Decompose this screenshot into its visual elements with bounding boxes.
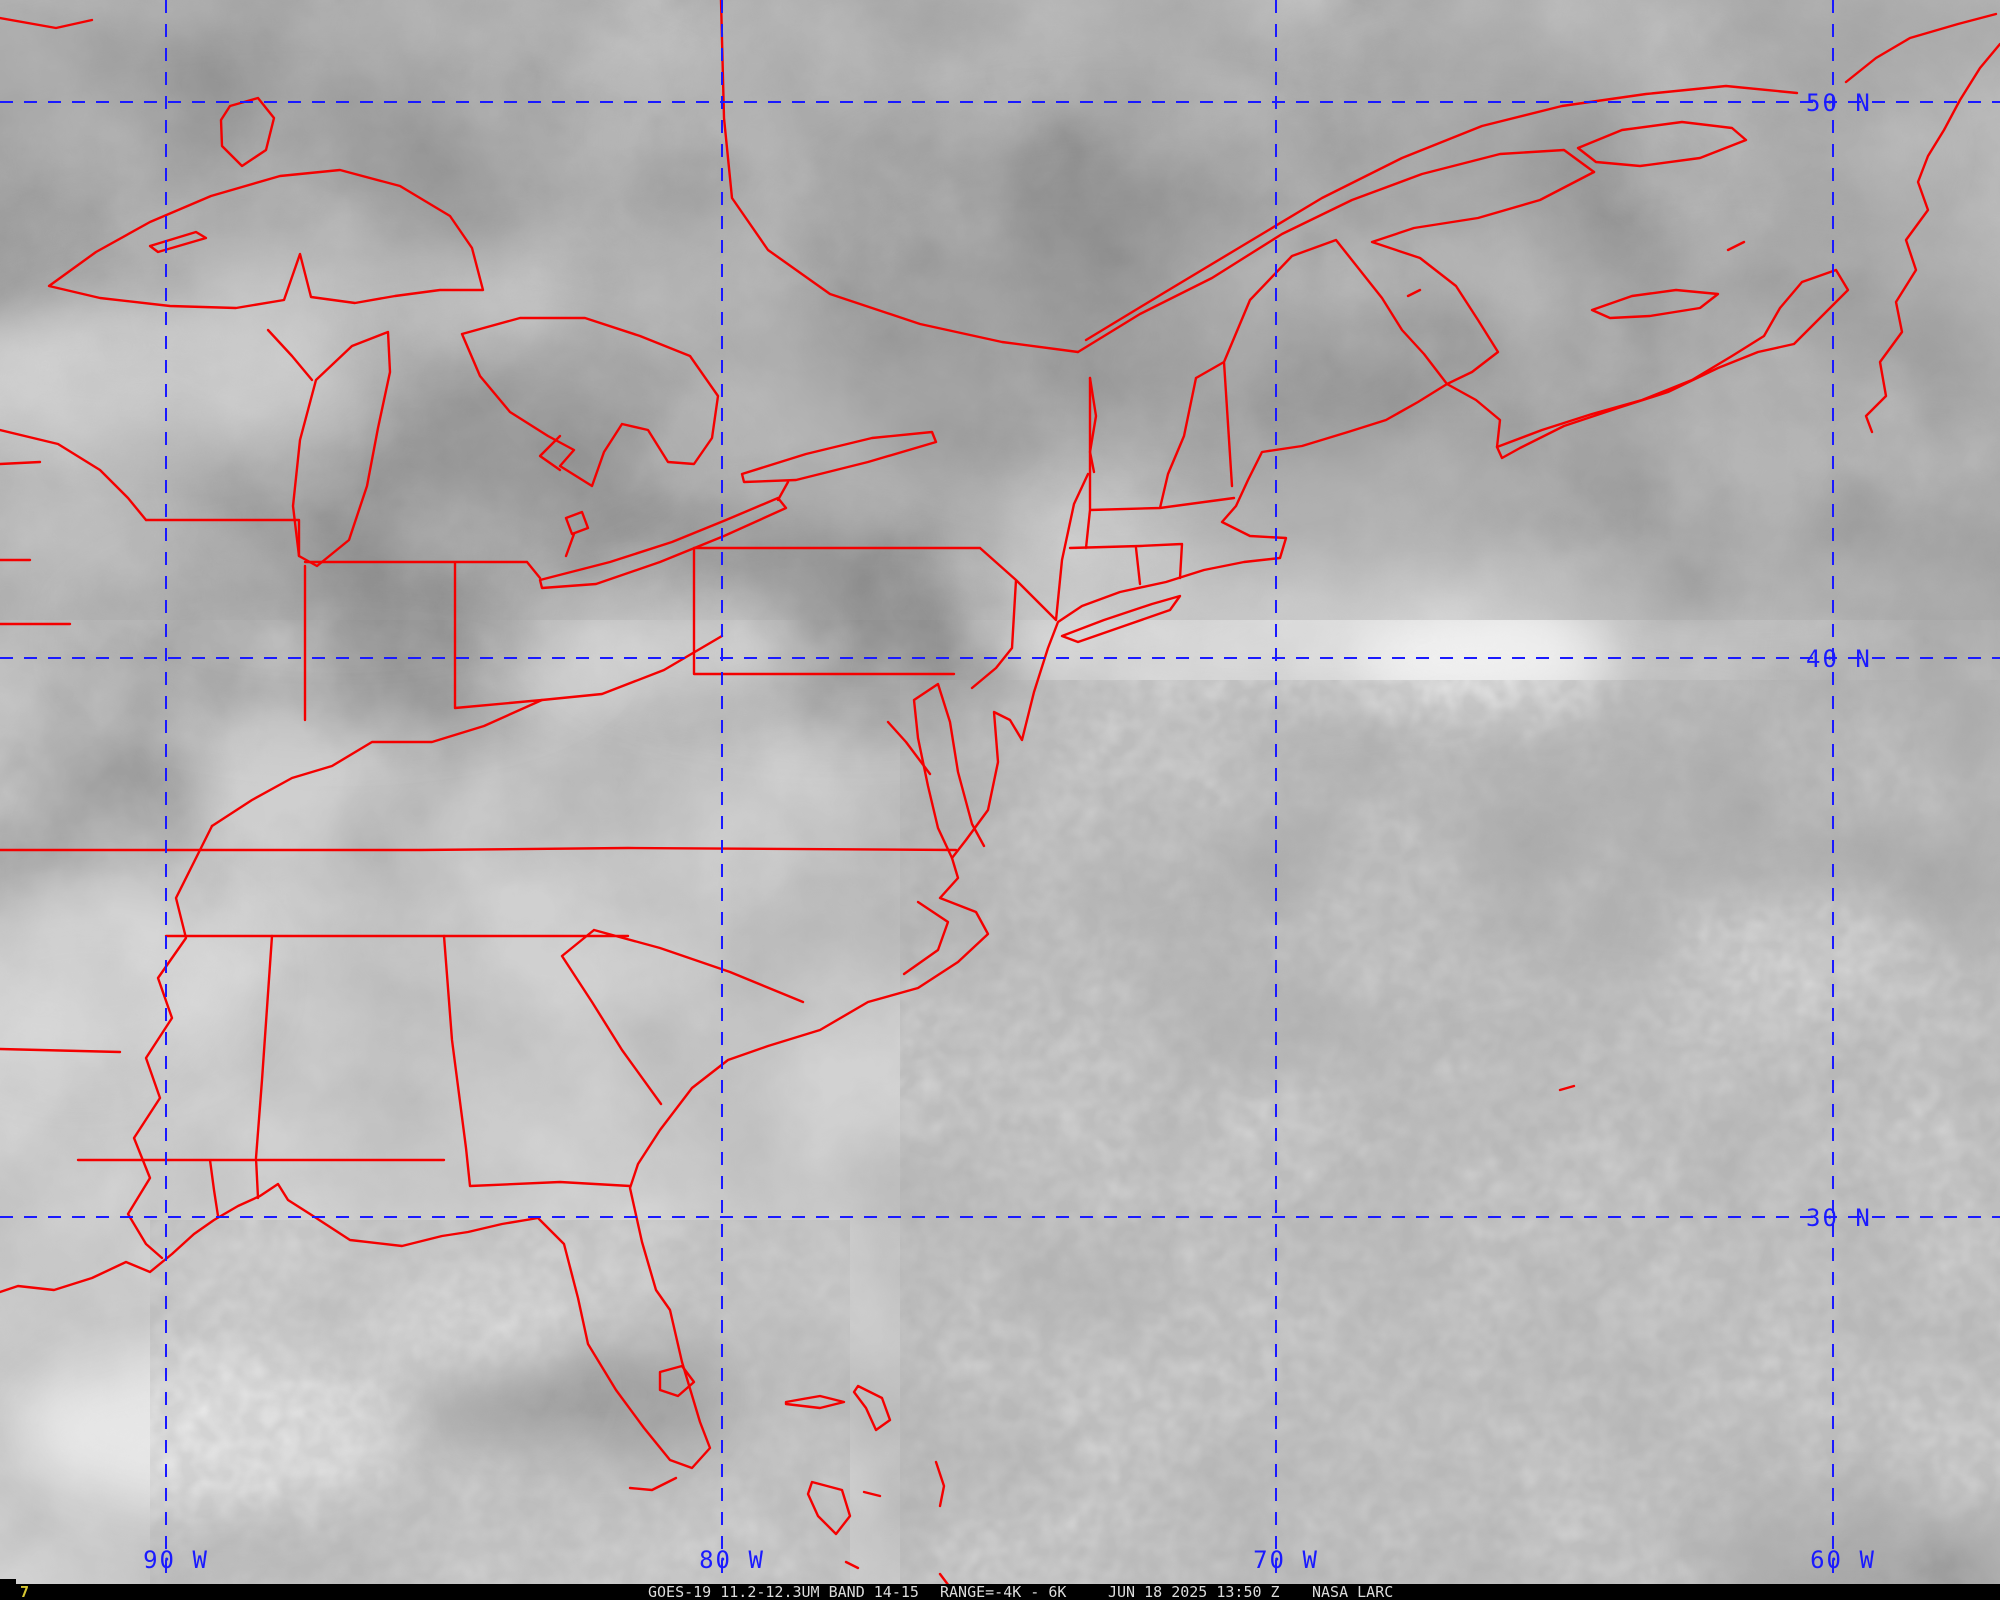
- latitude-label: 40 N: [1806, 645, 1872, 673]
- map-outline-path: [784, 1384, 954, 1600]
- longitude-label: 90 W: [143, 1546, 209, 1574]
- frame-number-label: 7: [20, 1583, 30, 1600]
- map-outline-path: [886, 720, 932, 776]
- map-outline-path: [628, 1476, 678, 1492]
- latitude-label: 30 N: [1806, 1204, 1872, 1232]
- map-outline-path: [0, 846, 958, 852]
- map-outline-path: [1084, 84, 1799, 342]
- map-outline-path: [719, 0, 1080, 354]
- grid-labels-layer: 50 N 40 N 30 N 90 W 80 W 70 W 60 W: [143, 89, 1876, 1574]
- map-outline-path: [0, 428, 148, 626]
- map-outline-path: [1406, 288, 1422, 298]
- map-outline-path: [902, 900, 950, 976]
- map-outline-path: [740, 430, 938, 484]
- map-outline-path: [164, 928, 805, 1106]
- map-outline-path: [1558, 1084, 1576, 1092]
- longitude-label: 70 W: [1253, 1546, 1319, 1574]
- map-outline-path: [1068, 238, 1449, 586]
- latitude-label: 50 N: [1806, 89, 1872, 117]
- map-outline-path: [1445, 382, 1502, 449]
- map-outline-path: [148, 230, 208, 254]
- range-label: RANGE=-4K - 6K: [940, 1583, 1067, 1600]
- map-outline-path: [538, 496, 788, 590]
- cloud-texture-speckle-atlantic: [900, 680, 2000, 1600]
- map-outline-path: [0, 16, 94, 30]
- map-outline-path: [692, 472, 1090, 690]
- longitude-label: 60 W: [1810, 1546, 1876, 1574]
- map-outline-path: [1060, 594, 1182, 644]
- map-outline-path: [1495, 268, 1850, 460]
- timestamp-label: JUN 18 2025 13:50 Z: [1108, 1583, 1280, 1600]
- map-outline-path: [1576, 120, 1748, 168]
- map-outline-path: [219, 96, 276, 168]
- longitude-label: 80 W: [699, 1546, 765, 1574]
- map-outline-path: [126, 824, 214, 1260]
- map-outline-path: [658, 1364, 696, 1398]
- map-outline-path: [266, 328, 314, 382]
- map-outline-path: [912, 682, 986, 860]
- status-bar-notch: [0, 1579, 16, 1584]
- map-outline-path: [1076, 148, 1596, 354]
- map-outline-path: [144, 518, 544, 722]
- map-outline-path: [47, 168, 485, 310]
- map-outline-path: [210, 634, 724, 828]
- credit-label: NASA LARC: [1312, 1583, 1394, 1600]
- map-outline-path: [564, 480, 790, 558]
- map-outline-path: [1370, 170, 1596, 386]
- map-outline-path: [460, 316, 720, 488]
- map-outline-path: [1844, 12, 2000, 434]
- product-label: GOES-19 11.2-12.3UM BAND 14-15: [648, 1583, 919, 1600]
- map-outline-path: [1088, 376, 1098, 474]
- map-outline-path: [538, 434, 562, 472]
- status-bar: 7 GOES-19 11.2-12.3UM BAND 14-15 RANGE=-…: [0, 1579, 2000, 1600]
- map-outline-path: [1590, 288, 1720, 320]
- map-outline-path: [0, 382, 1449, 1470]
- cloud-texture-speckle-gulf: [150, 1220, 850, 1600]
- map-outline-path: [1726, 240, 1746, 252]
- cloud-texture-dark-north: [0, 0, 2000, 620]
